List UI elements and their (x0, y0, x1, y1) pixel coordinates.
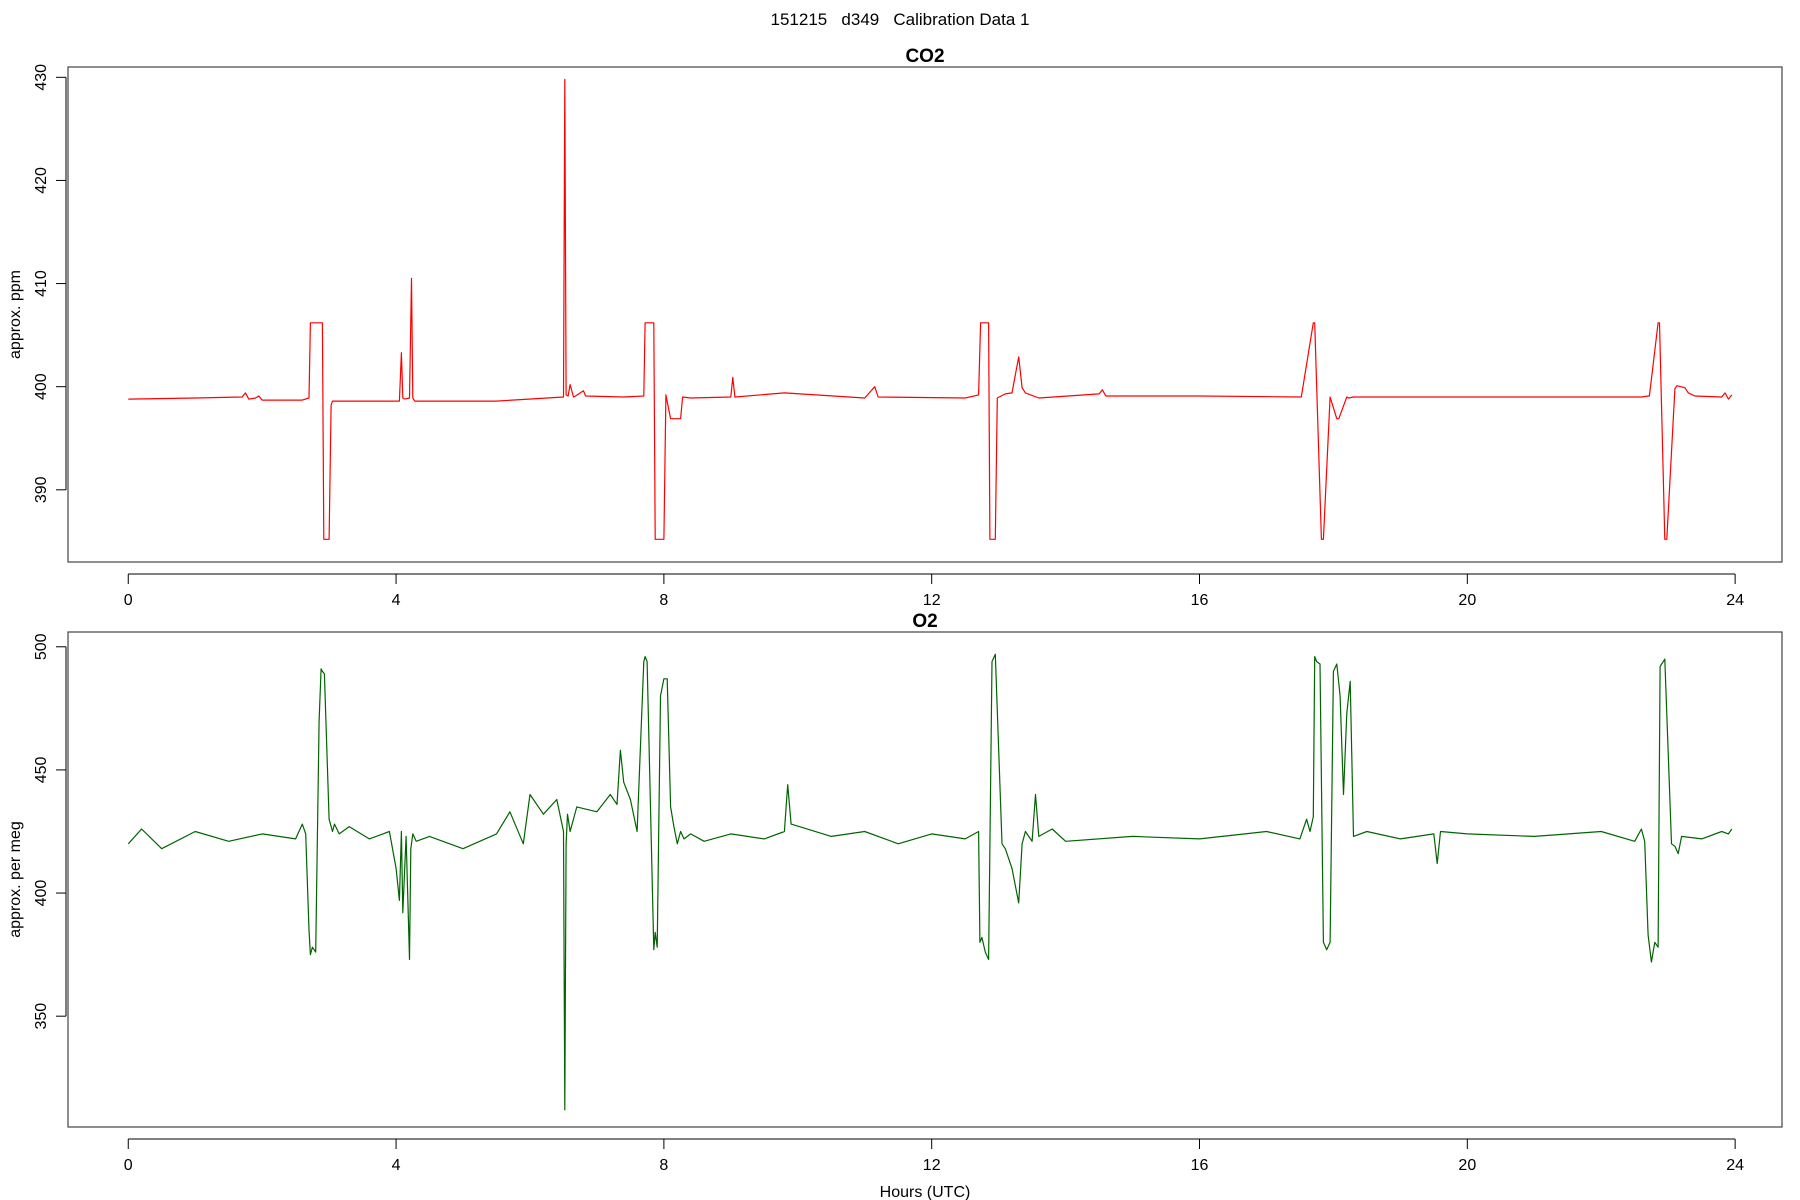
co2-y-tick-label: 430 (33, 64, 50, 91)
o2-x-tick-label: 20 (1458, 1157, 1476, 1174)
co2-y-tick-label: 390 (33, 476, 50, 503)
o2-panel: O2 0 4 8 12 16 20 24 350 400 450 500 approx. per meg… (7, 611, 1783, 1200)
co2-y-tick-label: 400 (33, 373, 50, 400)
co2-series-line (128, 78, 1733, 540)
co2-plot-frame (67, 66, 1783, 563)
o2-x-tick-label: 0 (124, 1157, 133, 1174)
o2-x-axis-label: Hours (UTC) (880, 1184, 971, 1200)
co2-y-axis-label: approx. ppm (7, 270, 24, 359)
o2-x-tick-label: 12 (923, 1157, 941, 1174)
o2-y-tick-label: 450 (33, 756, 50, 783)
co2-y-tick-label: 410 (33, 270, 50, 297)
o2-x-tick-label: 4 (392, 1157, 401, 1174)
o2-x-tick-label: 24 (1726, 1157, 1744, 1174)
co2-y-tick-label: 420 (33, 167, 50, 194)
figure-title: 151215 d349 Calibration Data 1 (770, 10, 1030, 29)
co2-x-tick-label: 20 (1458, 592, 1476, 609)
o2-plot-frame (67, 631, 1783, 1128)
co2-x-tick-label: 12 (923, 592, 941, 609)
co2-x-tick-label: 0 (124, 592, 133, 609)
o2-y-tick-label: 400 (33, 880, 50, 907)
co2-x-tick-label: 8 (659, 592, 668, 609)
o2-series-line (127, 653, 1733, 1111)
o2-x-tick-label: 16 (1191, 1157, 1209, 1174)
co2-title: CO2 (905, 46, 944, 67)
o2-x-tick-label: 8 (659, 1157, 668, 1174)
co2-panel: CO2 0 4 8 12 16 20 24 390 400 410 420 430 approx. ppm (7, 46, 1783, 609)
o2-y-tick-label: 500 (33, 633, 50, 660)
o2-y-axis-label: approx. per meg (7, 821, 24, 938)
o2-y-tick-label: 350 (33, 1003, 50, 1030)
co2-x-tick-label: 4 (392, 592, 401, 609)
co2-x-tick-label: 16 (1191, 592, 1209, 609)
co2-x-tick-label: 24 (1726, 592, 1744, 609)
o2-title: O2 (912, 611, 937, 632)
